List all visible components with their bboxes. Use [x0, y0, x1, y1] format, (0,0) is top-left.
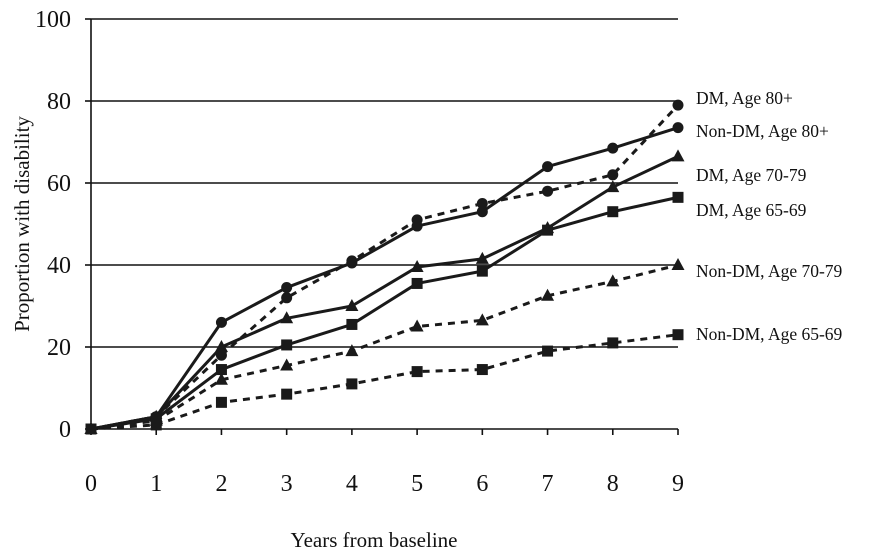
x-tick-label: 3: [281, 471, 293, 497]
series-label: DM, Age 65-69: [696, 200, 807, 220]
data-point-square: [411, 277, 423, 289]
x-axis-title: Years from baseline: [291, 528, 458, 552]
data-point-triangle: [475, 313, 489, 326]
gridlines: [91, 18, 678, 348]
data-point-square: [672, 329, 684, 341]
series-line: [90, 126, 679, 431]
data-point-triangle: [410, 319, 424, 332]
series-dm-age-80: [85, 99, 684, 435]
y-tick-label: 80: [47, 89, 71, 115]
series-labels: DM, Age 80+ Non-DM, Age 80+ DM, Age 70-79 D…: [696, 88, 843, 344]
data-point-square: [281, 339, 293, 351]
data-point-square: [150, 419, 162, 431]
data-point-circle: [281, 282, 293, 294]
x-tick-label: 2: [215, 471, 227, 497]
data-point-square: [281, 388, 293, 400]
y-tick-label: 20: [47, 335, 71, 361]
data-point-triangle: [214, 372, 228, 385]
y-tick-label: 60: [47, 171, 71, 197]
data-point-triangle: [606, 180, 620, 193]
data-point-circle: [346, 257, 358, 269]
data-point-square: [672, 191, 684, 203]
x-tick-label: 5: [411, 471, 423, 497]
data-point-circle: [411, 220, 423, 232]
data-point-square: [215, 364, 227, 376]
series-label: Non-DM, Age 80+: [696, 121, 829, 141]
series-group: [84, 99, 685, 435]
y-tick-label: 100: [35, 7, 71, 33]
data-point-triangle: [475, 251, 489, 264]
data-point-triangle: [280, 358, 294, 371]
data-point-square: [346, 378, 358, 390]
data-point-square: [542, 224, 554, 236]
data-point-circle: [542, 185, 554, 197]
series-line: [90, 333, 679, 431]
data-point-triangle: [214, 340, 228, 352]
data-point-circle: [476, 206, 488, 218]
axes: 0 20 40 60 80 100 0 1 2 3 4 5 6 7 8 9: [35, 7, 684, 497]
y-axis-title: Proportion with disability: [10, 116, 34, 332]
series-label: DM, Age 70-79: [696, 165, 807, 185]
series-non-dm-age-80: [85, 122, 684, 435]
series-label: DM, Age 80+: [696, 88, 793, 108]
x-tick-label: 1: [150, 471, 162, 497]
data-point-triangle: [345, 344, 359, 357]
series-line: [90, 154, 679, 431]
x-tick-label: 6: [476, 471, 488, 497]
data-point-circle: [607, 169, 619, 181]
data-point-triangle: [606, 274, 620, 287]
data-point-square: [476, 265, 488, 277]
series-line: [90, 104, 680, 431]
series-non-dm-age-65-69: [85, 329, 684, 435]
data-point-triangle: [410, 260, 424, 273]
data-point-triangle: [280, 311, 294, 324]
data-point-square: [215, 396, 227, 408]
data-point-circle: [476, 198, 488, 209]
data-point-triangle: [345, 299, 359, 311]
data-point-square: [85, 423, 97, 435]
data-point-triangle: [671, 258, 685, 270]
data-point-triangle: [671, 149, 685, 162]
data-point-square: [607, 206, 619, 218]
series-label: Non-DM, Age 65-69: [696, 324, 843, 344]
x-tick-label: 4: [346, 471, 358, 497]
data-point-triangle: [541, 288, 555, 301]
x-tick-label: 9: [672, 471, 684, 497]
x-tick-label: 7: [542, 471, 554, 497]
data-point-circle: [672, 99, 684, 111]
data-point-square: [411, 366, 423, 378]
series-line: [90, 195, 679, 431]
x-tick-label: 8: [607, 471, 619, 497]
series-label: Non-DM, Age 70-79: [696, 261, 843, 281]
data-point-circle: [215, 316, 227, 328]
data-point-square: [476, 364, 488, 376]
data-point-circle: [607, 142, 619, 154]
data-point-circle: [281, 292, 293, 304]
series-line: [90, 263, 679, 431]
data-point-square: [607, 337, 619, 349]
x-tick-label: 0: [85, 471, 97, 497]
y-tick-label: 40: [47, 253, 71, 279]
data-point-square: [346, 318, 358, 330]
data-point-circle: [542, 161, 554, 173]
data-point-circle: [672, 122, 684, 134]
data-point-square: [542, 345, 554, 357]
y-tick-label: 0: [59, 417, 71, 443]
data-point-circle: [215, 349, 227, 361]
